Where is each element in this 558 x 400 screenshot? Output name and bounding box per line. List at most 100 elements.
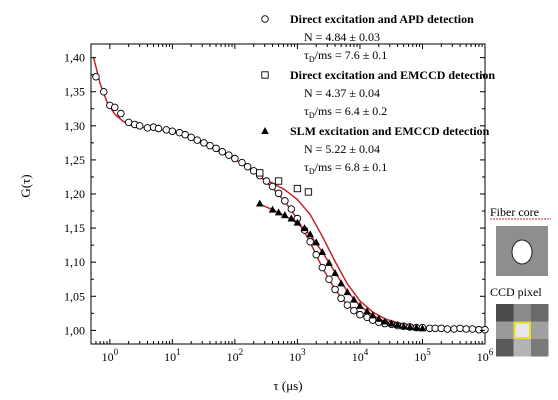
fiber-core-circle: [511, 239, 533, 265]
apd-point: [443, 325, 452, 333]
ccd-cell: [496, 321, 514, 339]
y-tick-label: 1,40: [64, 51, 85, 65]
y-tick-label: 1,20: [64, 187, 85, 201]
apd-point: [356, 310, 364, 319]
slm-point: [412, 323, 421, 331]
ccd-cell: [531, 304, 549, 322]
apd-point: [212, 144, 220, 153]
apd-point: [168, 127, 177, 136]
y-tick-label: 1,25: [64, 153, 85, 167]
legend-param: N = 5.22 ± 0.04: [304, 142, 380, 156]
apd-point: [281, 197, 289, 205]
legend-marker-slm: [261, 127, 269, 134]
ccd-pixel-grid: [496, 304, 549, 357]
legend-param: N = 4.84 ± 0.03: [304, 30, 380, 44]
slm-point: [281, 211, 289, 219]
ccd-pixel-label: CCD pixel: [490, 285, 542, 299]
ccd-highlight: [513, 321, 531, 339]
slm-point: [350, 295, 358, 303]
legend-param: N = 4.37 ± 0.04: [304, 86, 380, 100]
y-tick-label: 1,10: [64, 255, 85, 269]
apd-point: [268, 182, 277, 191]
apd-point: [111, 103, 119, 112]
apd-point: [154, 124, 163, 133]
ccd-cell: [531, 339, 549, 357]
y-tick-label: 1,30: [64, 119, 85, 133]
slm-point: [331, 269, 339, 277]
ccd-cell: [496, 339, 514, 357]
x-tick-label: 104: [352, 347, 369, 364]
legend-marker-apd: [261, 15, 269, 23]
apd-point: [249, 167, 258, 175]
legend-param: τD/ms = 7.6 ± 0.1: [304, 48, 387, 64]
slm-point: [381, 317, 389, 325]
ccd-cell: [496, 304, 514, 322]
apd-point: [193, 136, 201, 144]
ccd-cell: [513, 339, 531, 357]
legend-param: τD/ms = 6.8 ± 0.1: [304, 160, 387, 176]
emccd-direct-point: [274, 177, 283, 185]
apd-point: [100, 87, 108, 96]
apd-point: [350, 306, 358, 315]
slm-point: [325, 258, 333, 266]
apd-point: [450, 325, 458, 333]
y-tick-label: 1,15: [64, 221, 85, 235]
apd-point: [287, 205, 296, 213]
apd-point: [306, 237, 314, 246]
legend-entry-slm: SLM excitation and EMCCD detection: [290, 124, 490, 138]
fit-line-slm: [259, 203, 423, 330]
apd-point: [206, 141, 214, 150]
fit-curves: [92, 57, 486, 331]
y-tick-label: 1,05: [64, 289, 85, 303]
apd-point: [331, 285, 339, 294]
apd-point: [325, 275, 333, 283]
apd-point: [337, 294, 345, 303]
apd-point: [181, 130, 189, 139]
x-tick-label: 101: [164, 347, 181, 364]
legend-entry-emccd-direct: Direct excitation and EMCCD detection: [290, 68, 495, 82]
slm-point: [255, 199, 264, 207]
ccd-cell: [513, 321, 531, 339]
apd-point: [218, 147, 227, 156]
apd-point: [318, 263, 327, 272]
apd-point: [468, 325, 477, 333]
apd-point: [92, 72, 100, 81]
slm-point: [287, 214, 296, 222]
x-axis: 100 101 102 103 104 105 106: [95, 44, 494, 364]
slm-point: [374, 314, 383, 322]
fiber-core-inset: Fiber core: [490, 205, 551, 276]
apd-point: [243, 162, 252, 171]
slm-point: [274, 208, 283, 216]
apd-point: [481, 325, 489, 334]
apd-point: [462, 325, 470, 333]
apd-point: [456, 324, 464, 333]
apd-point: [437, 324, 446, 333]
apd-point: [225, 151, 233, 159]
apd-point: [343, 301, 352, 309]
y-axis: 1,00 1,05 1,10 1,15 1,20 1,25 1,30 1,35 1,40: [64, 51, 485, 337]
emccd-direct-point: [304, 188, 313, 196]
ccd-pixel-inset: CCD pixel: [490, 285, 549, 357]
data-markers: [92, 72, 489, 334]
apd-point: [312, 250, 320, 259]
y-axis-label: G(τ): [18, 174, 33, 197]
emccd-direct-point: [256, 169, 264, 177]
slm-point: [318, 247, 327, 255]
apd-point: [162, 126, 171, 134]
slm-point: [406, 322, 414, 330]
slm-point: [300, 224, 309, 232]
legend-marker-emccd-direct: [261, 71, 269, 79]
slm-point: [418, 324, 427, 332]
apd-point: [117, 109, 125, 118]
apd-point: [262, 177, 271, 185]
fiber-core-label: Fiber core: [490, 205, 539, 219]
slm-point: [387, 319, 396, 327]
ccd-cell: [531, 321, 549, 339]
plot-area: [90, 43, 486, 345]
slm-point: [393, 320, 402, 328]
apd-point: [135, 122, 144, 130]
apd-point: [200, 139, 208, 147]
slm-point: [363, 307, 371, 315]
apd-point: [231, 154, 239, 163]
legend: Direct excitation and APD detection N = 4…: [261, 12, 495, 176]
